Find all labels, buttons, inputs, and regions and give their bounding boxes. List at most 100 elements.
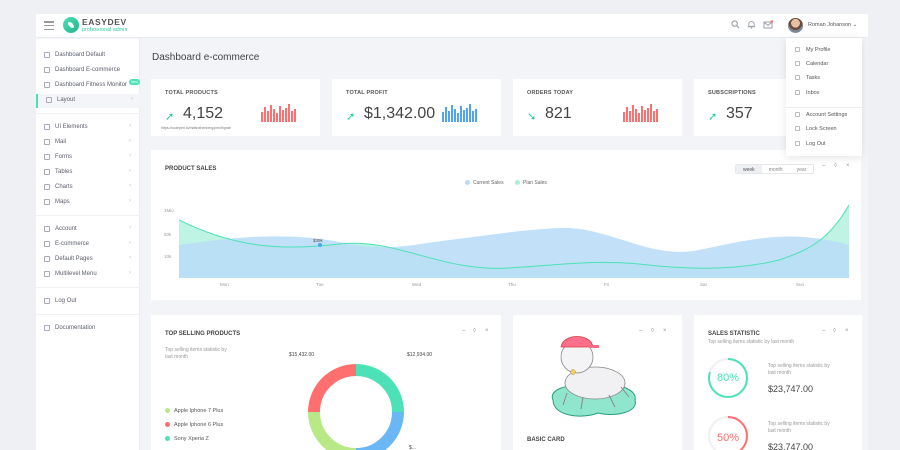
donut-value-label: $12,934.00 [407,352,433,358]
cart-icon [44,241,50,247]
sidebar-item-maps[interactable]: Maps › [36,196,140,210]
lock-icon [795,126,800,131]
y-tick: 10k [164,254,172,259]
period-year[interactable]: year [789,165,814,173]
minimize-icon[interactable]: – [822,163,826,169]
card-title: SALES STATISTIC [708,331,760,337]
sales-area-chart [179,204,849,278]
user-menu-toggle[interactable]: Roman Johanson ⌄ [808,22,857,28]
sparkline-bar [261,112,263,122]
sidebar-item-tables[interactable]: Tables › [36,166,140,180]
menu-item-tasks[interactable]: Tasks [786,72,862,85]
period-week[interactable]: week [736,165,762,173]
sidebar-item-documentation[interactable]: Documentation [36,322,140,336]
sparkline-bar [445,106,447,122]
sidebar-item-label: Maps [55,199,70,205]
mail-icon[interactable] [762,20,773,31]
sparkline-bar [279,105,281,122]
refresh-icon[interactable]: ◊ [473,328,476,334]
kpi-title: TOTAL PRODUCTS [165,90,218,96]
card-title: TOP SELLING PRODUCTS [165,331,241,337]
chevron-down-icon: ⌄ [852,22,858,28]
user-icon [44,226,50,232]
kpi-title: TOTAL PROFIT [346,90,388,96]
store-icon [44,67,50,73]
kpi-note: https://codepen.io/mattrothenberg/pen/lb… [161,126,231,130]
menu-item-inbox[interactable]: Inbox [786,87,862,100]
close-icon[interactable]: × [663,328,667,334]
sidebar-item-multilevel-menu[interactable]: Multilevel Menu › [36,268,140,282]
chevron-right-icon: › [129,198,131,204]
avatar[interactable] [788,18,803,33]
sidebar-item-label: Charts [55,184,73,190]
refresh-icon[interactable]: ◊ [651,328,654,334]
sidebar-item-account[interactable]: Account › [36,223,140,237]
close-icon[interactable]: × [846,163,850,169]
stat-text: Top selling items statistic by last mont… [768,363,830,376]
home-icon [44,52,50,58]
sparkline-bar [448,111,450,122]
close-icon[interactable]: × [845,328,849,334]
period-month[interactable]: month [761,165,790,173]
chart-point[interactable] [318,243,322,247]
minimize-icon[interactable]: – [822,328,826,334]
menu-item-log-out[interactable]: Log Out [786,138,862,151]
kpi-value: 821 [545,105,572,122]
menu-item-my-profile[interactable]: My Profile [786,44,862,57]
sidebar-item-charts[interactable]: Charts › [36,181,140,195]
form-icon [44,154,50,160]
x-tick: Tue [316,282,324,287]
user-icon [795,47,800,52]
refresh-icon[interactable]: ◊ [833,328,836,334]
refresh-icon[interactable]: ◊ [834,163,837,169]
menu-item-account-settings[interactable]: Account Settings [786,109,862,122]
sidebar-item-dashboard-fitness[interactable]: Dashboard Fitness Monitor New [36,79,141,93]
menu-item-label: My Profile [806,47,831,53]
card-subtitle: Top selling items statistic by last mont… [708,339,795,345]
sidebar-item-default-pages[interactable]: Default Pages › [36,253,140,267]
progress-value: 80% [716,372,740,384]
top-selling-card: TOP SELLING PRODUCTS – ◊ × Top selling i… [151,315,501,450]
layout-icon [46,97,52,103]
menu-item-lock-screen[interactable]: Lock Screen [786,123,862,136]
sparkline-bar [457,113,459,122]
minimize-icon[interactable]: – [462,328,466,334]
heart-icon [44,82,50,88]
sidebar-item-dashboard-ecommerce[interactable]: Dashboard E-commerce [36,64,140,78]
menu-toggle-icon[interactable] [44,21,54,31]
sidebar-item-forms[interactable]: Forms › [36,151,140,165]
menu-item-calendar[interactable]: Calendar [786,58,862,71]
page-title: Dashboard e-commerce [152,52,260,63]
pages-icon [44,256,50,262]
kpi-card-orders-today: ORDERS TODAY ➘ 821 [513,79,682,136]
sparkline-bar [641,105,643,122]
search-icon[interactable] [730,20,741,31]
logo-icon [63,17,79,33]
chevron-right-icon: › [131,96,133,102]
new-badge: New [129,79,141,85]
sparkline-bar [656,108,658,122]
sidebar-item-ui-elements[interactable]: UI Elements › [36,121,140,135]
sidebar-item-layout[interactable]: Layout › [36,94,140,108]
sparkline-bar [644,110,646,122]
sparkline-bar [291,111,293,122]
sidebar-item-dashboard-default[interactable]: Dashboard Default [36,49,140,63]
menu-item-label: Lock Screen [806,126,837,132]
sparkline-bar [475,108,477,122]
legend-label: Plan Sales [523,180,547,186]
logout-icon [795,141,800,146]
minimize-icon[interactable]: – [639,328,643,334]
sidebar-item-log-out[interactable]: Log Out [36,295,140,309]
menu-divider [786,107,862,108]
sidebar-item-label: Forms [55,154,72,160]
bell-icon[interactable] [746,20,757,31]
stat-value: $23,747.00 [768,442,814,450]
user-name: Roman Johanson [808,22,852,28]
sidebar-item-mail[interactable]: Mail › [36,136,140,150]
sparkline-bar [264,106,266,122]
sidebar-item-ecommerce[interactable]: E-commerce › [36,238,140,252]
close-icon[interactable]: × [485,328,489,334]
kpi-value: 4,152 [183,105,224,122]
sparkline-bar [294,108,296,122]
sparkline-bar [466,107,468,122]
